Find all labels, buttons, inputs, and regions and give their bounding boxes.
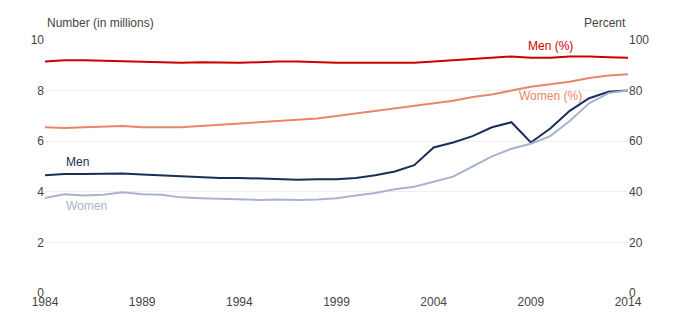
svg-text:Number (in millions): Number (in millions) — [47, 16, 154, 30]
svg-text:8: 8 — [37, 84, 44, 98]
svg-text:1994: 1994 — [226, 295, 253, 309]
svg-text:Women (%): Women (%) — [519, 89, 582, 103]
svg-text:0: 0 — [37, 286, 44, 300]
svg-text:1999: 1999 — [323, 295, 350, 309]
svg-text:0: 0 — [629, 286, 636, 300]
svg-text:Percent: Percent — [584, 16, 626, 30]
svg-text:2009: 2009 — [517, 295, 544, 309]
svg-text:100: 100 — [629, 33, 649, 47]
svg-text:Women: Women — [66, 199, 107, 213]
svg-text:40: 40 — [629, 185, 643, 199]
svg-text:80: 80 — [629, 84, 643, 98]
svg-text:4: 4 — [37, 185, 44, 199]
svg-text:2: 2 — [37, 236, 44, 250]
svg-text:1989: 1989 — [129, 295, 156, 309]
svg-text:Men: Men — [66, 155, 89, 169]
svg-text:60: 60 — [629, 134, 643, 148]
svg-text:1984: 1984 — [32, 295, 59, 309]
svg-text:10: 10 — [31, 33, 45, 47]
svg-text:Men (%): Men (%) — [528, 39, 573, 53]
svg-text:2004: 2004 — [420, 295, 447, 309]
svg-text:20: 20 — [629, 236, 643, 250]
svg-text:6: 6 — [37, 134, 44, 148]
svg-text:2014: 2014 — [615, 295, 642, 309]
